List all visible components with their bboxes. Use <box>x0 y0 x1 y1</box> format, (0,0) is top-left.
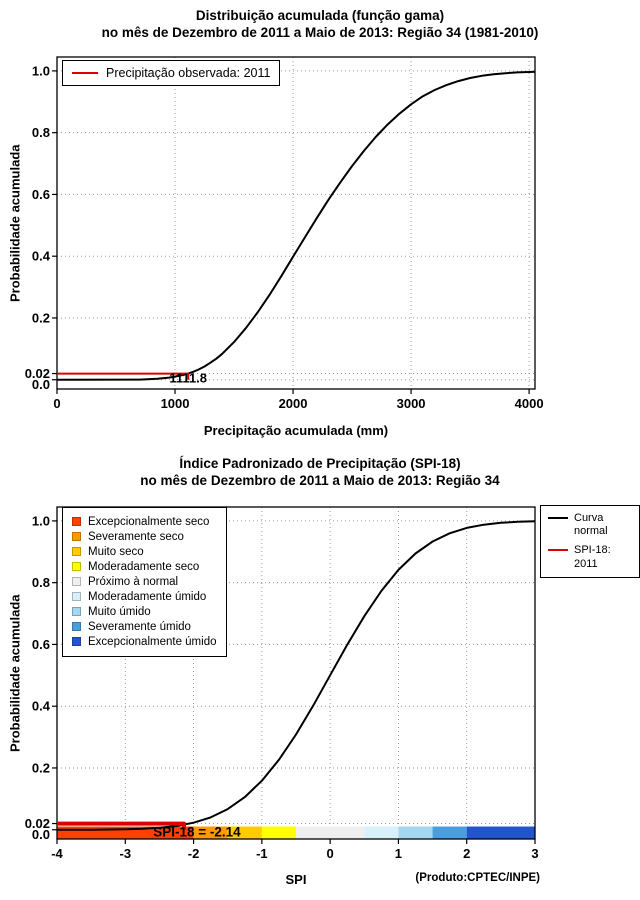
y-tick-label: 0.8 <box>32 575 50 590</box>
observed-precipitation-legend: Precipitação observada: 2011 <box>62 60 281 86</box>
legend-label: Moderadamente úmido <box>88 590 207 603</box>
gamma-x-axis-label: Precipitação acumulada (mm) <box>203 423 389 438</box>
x-tick-label: -3 <box>120 846 132 861</box>
y-tick-label: 0.2 <box>32 310 50 325</box>
gamma-chart-title-line2: no mês de Dezembro de 2011 a Maio de 201… <box>101 24 539 40</box>
chart-annotation: 1111.8 <box>169 371 207 386</box>
chart-annotation: SPI-18 = -2.14 <box>153 825 241 840</box>
y-tick-label: 0.6 <box>32 187 50 202</box>
observed-precipitation-legend-label: Precipitação observada: 2011 <box>106 66 271 80</box>
x-tick-label: 2 <box>463 846 470 861</box>
spi-band-segment <box>466 826 535 839</box>
category-swatch-icon <box>72 637 81 646</box>
legend-label: Severamente úmido <box>88 620 191 633</box>
legend-label-spi18: SPI-18: 2011 <box>574 544 611 570</box>
gamma-chart-title: Distribuição acumulada (função gama) no … <box>30 8 610 42</box>
gamma-y-axis-label: Probabilidade acumulada <box>7 144 23 302</box>
category-swatch-icon <box>72 622 81 631</box>
category-swatch-icon <box>72 562 81 571</box>
legend-item: Severamente úmido <box>72 619 217 634</box>
spi-chart-title: Índice Padronizado de Precipitação (SPI-… <box>30 456 610 490</box>
y-tick-label: 0.4 <box>32 249 51 264</box>
x-tick-label: 2000 <box>279 396 308 411</box>
product-credit: (Produto:CPTEC/INPE) <box>415 872 540 884</box>
plot-border <box>56 56 536 390</box>
y-tick-label: 0.2 <box>32 760 50 775</box>
y-tick-label: 0.6 <box>32 637 50 652</box>
x-tick-label: 0 <box>327 846 334 861</box>
spi-category-legend: Excepcionalmente seco Severamente seco Mui… <box>62 507 227 657</box>
gamma-chart-title-line1: Distribuição acumulada (função gama) <box>195 8 445 23</box>
legend-label: Moderadamente seco <box>88 560 200 573</box>
spi-band-segment <box>227 826 262 839</box>
spi-band-segment <box>193 826 228 839</box>
x-tick-label: 1 <box>395 846 402 861</box>
black-line-sample-icon <box>548 517 568 519</box>
legend-label-line1: Curva <box>574 512 604 524</box>
category-swatch-icon <box>72 592 81 601</box>
legend-item: Muito seco <box>72 544 217 559</box>
x-tick-label: 0 <box>53 396 60 411</box>
legend-label: Próximo à normal <box>88 575 179 588</box>
series-gamma-cdf <box>56 70 536 381</box>
y-tick-label: 0.0 <box>32 827 50 842</box>
legend-item: Moderadamente úmido <box>72 589 217 604</box>
spi-band-segment <box>261 826 296 839</box>
spi-x-axis-label: SPI <box>285 872 307 887</box>
spi-chart-title-line2: no mês de Dezembro de 2011 a Maio de 201… <box>140 472 500 488</box>
legend-item-spi18-2011: SPI-18: 2011 <box>548 544 632 570</box>
legend-label: Excepcionalmente úmido <box>88 635 217 648</box>
x-tick-label: -4 <box>51 846 63 861</box>
y-tick-label: 0.4 <box>32 699 51 714</box>
legend-label-line2: normal <box>574 525 608 538</box>
category-swatch-icon <box>72 532 81 541</box>
legend-item: Moderadamente seco <box>72 559 217 574</box>
gamma-cdf-plot: 0 1000 2000 3000 4000 1.0 0.8 0.6 0.4 0.2 0.020.0 1… <box>25 56 544 411</box>
category-swatch-icon <box>72 517 81 526</box>
legend-label: Excepcionalmente seco <box>88 515 210 528</box>
legend-label: Muito úmido <box>88 605 151 618</box>
spi-chart-title-line1: Índice Padronizado de Precipitação (SPI-… <box>179 456 461 471</box>
series-normal-cdf <box>57 520 536 831</box>
category-swatch-icon <box>72 607 81 616</box>
legend-item: Excepcionalmente seco <box>72 514 217 529</box>
legend-item: Próximo à normal <box>72 574 217 589</box>
spi-curve-legend: Curva normal SPI-18: 2011 <box>540 505 640 578</box>
x-tick-label: 4000 <box>515 396 544 411</box>
spi-cdf-plot: -4 -3 -2 -1 0 1 2 3 1.0 0.8 0.6 0.4 0.2 0.020.0 SPI-18… <box>25 506 539 861</box>
plot-border <box>56 506 536 840</box>
series-spi18-2011 <box>57 821 186 830</box>
spi-band-segment <box>364 826 399 839</box>
legend-label: Severamente seco <box>88 530 184 543</box>
legend-item: Muito úmido <box>72 604 217 619</box>
legend-label: Muito seco <box>88 545 144 558</box>
spi-y-axis-label: Probabilidade acumulada <box>7 594 23 752</box>
x-tick-label: 3000 <box>397 396 426 411</box>
spi-band-segment <box>398 826 433 839</box>
category-swatch-icon <box>72 547 81 556</box>
red-line-sample-icon <box>548 549 568 552</box>
y-tick-label: 1.0 <box>32 513 50 528</box>
legend-label-normal-curve: Curva normal <box>574 512 608 538</box>
y-tick-label: 0.02 <box>25 366 50 381</box>
legend-item-normal-curve: Curva normal <box>548 512 632 538</box>
y-tick-label: 0.0 <box>32 377 50 392</box>
series-observed-precipitation-2011 <box>57 372 190 380</box>
red-line-sample-icon <box>72 72 98 74</box>
x-tick-label: -2 <box>188 846 200 861</box>
x-tick-label: 3 <box>531 846 538 861</box>
x-tick-label: 1000 <box>161 396 190 411</box>
category-swatch-icon <box>72 577 81 586</box>
y-tick-label: 0.02 <box>25 816 50 831</box>
y-tick-label: 0.8 <box>32 125 50 140</box>
spi-band-segment <box>296 826 365 839</box>
y-tick-label: 1.0 <box>32 63 50 78</box>
x-tick-label: -1 <box>256 846 268 861</box>
spi-band-segment <box>432 826 467 839</box>
legend-item: Severamente seco <box>72 529 217 544</box>
legend-item: Excepcionalmente úmido <box>72 634 217 649</box>
